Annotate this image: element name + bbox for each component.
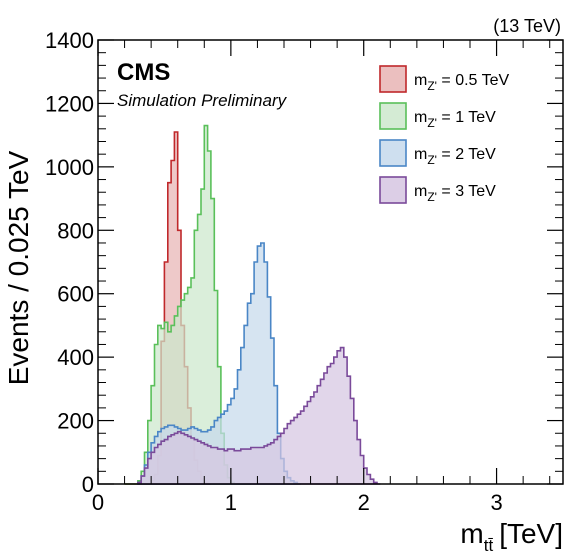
energy-label: (13 TeV) (493, 16, 561, 36)
legend: mZ' = 0.5 TeV mZ' = 1 TeV mZ' = 2 TeV mZ' =… (379, 65, 509, 204)
ticks-layer: 0 200 400 600 800 1000 1200 1400 0 1 2 3 (45, 28, 563, 515)
x-tick-label: 0 (92, 490, 104, 515)
x-axis-unit: [TeV] (499, 518, 563, 549)
y-tick-label: 1400 (45, 28, 94, 53)
x-axis-symbol: m (460, 518, 483, 549)
legend-swatch (379, 139, 407, 167)
x-axis-title: mtt̄ [TeV] (460, 518, 563, 555)
legend-swatch (379, 102, 407, 130)
legend-entry-label: mZ' = 0.5 TeV (414, 72, 509, 93)
y-tick-label: 0 (82, 472, 94, 497)
x-axis-subscript: tt̄ (484, 536, 494, 555)
experiment-label: CMS (117, 59, 170, 86)
y-tick-label: 400 (57, 345, 94, 370)
y-tick-label: 1200 (45, 91, 94, 116)
y-axis-title: Events / 0.025 TeV (3, 150, 34, 385)
y-tick-label: 600 (57, 282, 94, 307)
histogram-series-4 (137, 346, 381, 485)
legend-swatch (379, 176, 407, 204)
legend-entry-label: mZ' = 2 TeV (414, 146, 496, 167)
x-tick-label: 2 (358, 490, 370, 515)
y-tick-label: 800 (57, 218, 94, 243)
legend-entry-label: mZ' = 3 TeV (414, 183, 496, 204)
y-tick-label: 200 (57, 409, 94, 434)
legend-entry-label: mZ' = 1 TeV (414, 109, 496, 130)
legend-swatch (379, 65, 407, 93)
histogram-series-3 (137, 242, 301, 485)
series-layer (124, 124, 381, 485)
plot-frame (97, 39, 564, 485)
x-tick-label: 3 (490, 490, 502, 515)
simulation-label: Simulation Preliminary (117, 91, 288, 110)
y-tick-label: 1000 (45, 155, 94, 180)
x-tick-label: 1 (225, 490, 237, 515)
